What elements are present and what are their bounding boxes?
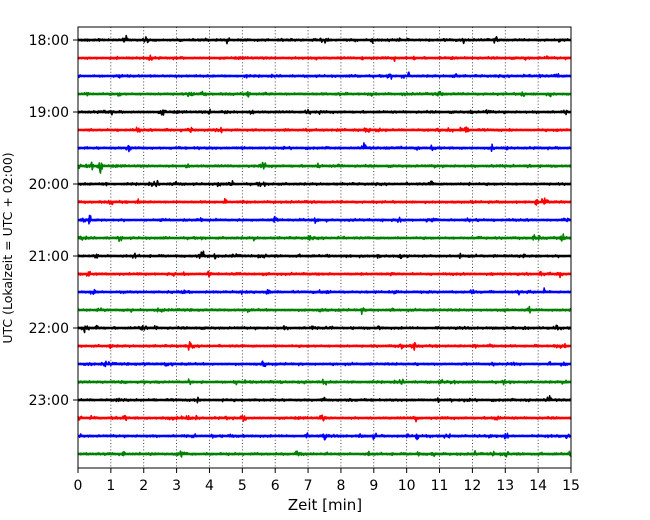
- y-tick-label-3: 21:00: [29, 249, 69, 265]
- x-tick-label-5: 5: [238, 478, 247, 494]
- x-tick-label-12: 12: [463, 478, 481, 494]
- x-axis-ticks: 0 1 2 3 4 5 6 7 8 9 10 11 12 13 14 15: [74, 468, 580, 494]
- x-axis-label: Zeit [min]: [288, 496, 362, 514]
- x-tick-label-14: 14: [529, 478, 547, 494]
- plot-background: [78, 27, 571, 468]
- y-tick-label-5: 23:00: [29, 393, 69, 409]
- x-tick-label-4: 4: [205, 478, 214, 494]
- x-tick-label-15: 15: [562, 478, 580, 494]
- x-tick-label-6: 6: [271, 478, 280, 494]
- x-tick-label-2: 2: [139, 478, 148, 494]
- x-tick-label-9: 9: [369, 478, 378, 494]
- x-tick-label-13: 13: [496, 478, 514, 494]
- seismic-traces: [77, 34, 572, 458]
- y-tick-label-0: 18:00: [29, 33, 69, 49]
- x-tick-label-7: 7: [304, 478, 313, 494]
- y-axis-ticks: 18:00 19:00 20:00 21:00 22:00 23:00: [29, 33, 78, 409]
- x-tick-label-1: 1: [106, 478, 115, 494]
- y-tick-label-1: 19:00: [29, 105, 69, 121]
- x-tick-label-3: 3: [172, 478, 181, 494]
- x-tick-label-11: 11: [431, 478, 449, 494]
- plot-area: [78, 27, 571, 468]
- y-axis-label: UTC (Lokalzeit = UTC + 02:00): [0, 152, 15, 343]
- y-tick-label-4: 22:00: [29, 321, 69, 337]
- plot-border: [77, 26, 572, 469]
- x-tick-label-0: 0: [74, 478, 83, 494]
- x-tick-label-10: 10: [398, 478, 416, 494]
- y-tick-label-2: 20:00: [29, 177, 69, 193]
- x-tick-label-8: 8: [336, 478, 345, 494]
- plot-frame: [77, 26, 572, 469]
